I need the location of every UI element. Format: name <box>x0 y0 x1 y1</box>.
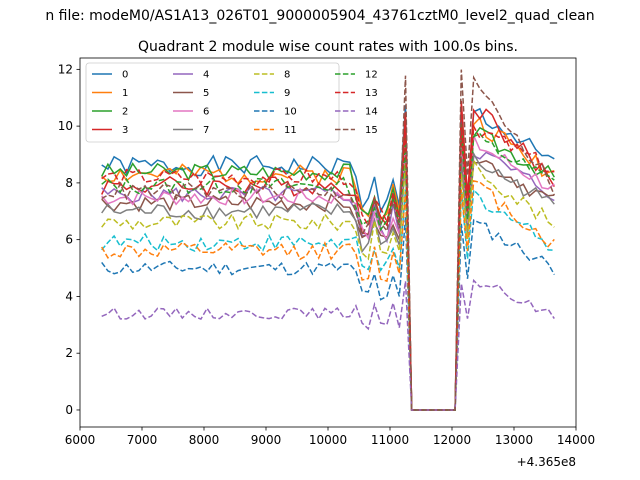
legend-box <box>85 62 340 143</box>
chart-title: Quadrant 2 module wise count rates with … <box>138 39 518 55</box>
series-line-9 <box>101 188 555 411</box>
plot-layer <box>101 69 555 411</box>
legend-label-11: 11 <box>284 125 297 136</box>
legend-label-4: 4 <box>203 70 209 81</box>
x-tick-label: 8000 <box>189 433 220 447</box>
figure-suptitle: n file: modeM0/AS1A13_026T01_9000005904_… <box>45 8 594 24</box>
legend-label-0: 0 <box>122 70 128 81</box>
legend-label-5: 5 <box>203 88 209 99</box>
series-line-7 <box>101 151 555 411</box>
x-tick-label: 6000 <box>65 433 96 447</box>
legend-label-10: 10 <box>284 107 297 118</box>
series-line-13 <box>101 123 555 411</box>
axes-layer: 6000 7000 8000 9000 10000 11000 12000 13000 1400… <box>58 57 595 447</box>
y-tick-label: 0 <box>65 403 73 417</box>
series-line-14 <box>101 278 555 411</box>
x-offset-label: +4.365e8 <box>517 455 576 469</box>
x-tick-label: 11000 <box>371 433 409 447</box>
series-line-3 <box>101 100 555 411</box>
series-line-8 <box>101 158 555 411</box>
legend-label-12: 12 <box>365 70 378 81</box>
y-tick-label: 4 <box>65 289 73 303</box>
legend-label-3: 3 <box>122 125 128 136</box>
y-tick-label: 10 <box>58 119 73 133</box>
y-tick-label: 6 <box>65 233 73 247</box>
x-tick-label: 7000 <box>127 433 158 447</box>
x-tick-label: 13000 <box>495 433 533 447</box>
y-tick-label: 2 <box>65 346 73 360</box>
series-line-11 <box>101 179 555 411</box>
x-tick-label: 9000 <box>251 433 282 447</box>
legend-label-14: 14 <box>365 107 378 118</box>
series-line-10 <box>101 217 555 411</box>
series-line-12 <box>101 132 555 411</box>
series-line-1 <box>101 113 555 411</box>
x-tick-label: 12000 <box>433 433 471 447</box>
series-line-6 <box>101 135 555 411</box>
series-line-0 <box>101 105 555 411</box>
legend-label-8: 8 <box>284 70 290 81</box>
legend-label-9: 9 <box>284 88 290 99</box>
x-tick-label: 14000 <box>557 433 595 447</box>
legend-label-15: 15 <box>365 125 378 136</box>
legend-label-6: 6 <box>203 107 209 118</box>
series-line-15 <box>101 69 555 411</box>
legend-label-13: 13 <box>365 88 378 99</box>
legend-label-7: 7 <box>203 125 209 136</box>
series-line-2 <box>101 124 555 411</box>
x-tick-label: 10000 <box>309 433 347 447</box>
legend-label-2: 2 <box>122 107 128 118</box>
y-tick-label: 8 <box>65 176 73 190</box>
y-tick-label: 12 <box>58 62 73 76</box>
legend-label-1: 1 <box>122 88 128 99</box>
